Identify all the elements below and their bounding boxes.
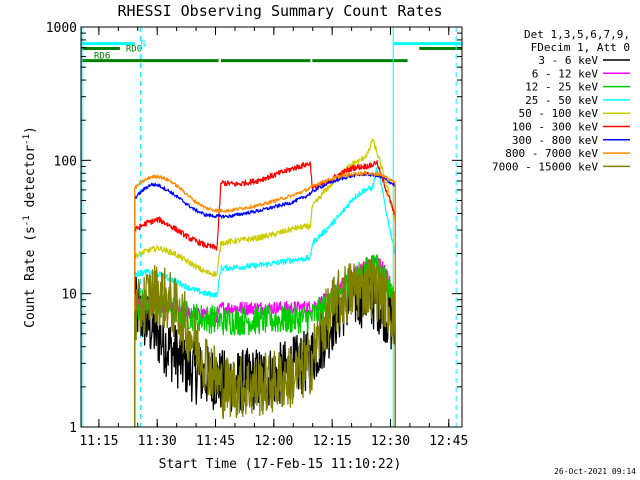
series-line-3: [134, 167, 396, 427]
legend-label-6: 300 - 800 keV: [512, 134, 598, 147]
x-tick-label-5: 12:30: [371, 434, 410, 449]
legend-label-8: 7000 - 15000 keV: [492, 160, 598, 173]
x-tick-label-4: 12:15: [313, 434, 352, 449]
y-axis-label-sup-1: -1: [22, 215, 32, 226]
x-tick-label-1: 11:30: [138, 434, 177, 449]
legend: Det 1,3,5,6,7,9, FDecim 1, Att 0 3 - 6 k…: [492, 28, 630, 173]
series-line-6: [134, 172, 396, 427]
legend-label-0: 3 - 6 keV: [538, 54, 598, 67]
y-tick-label-0: 1: [69, 421, 77, 436]
legend-header-1: Det 1,3,5,6,7,9,: [524, 28, 630, 41]
series-line-5: [134, 159, 396, 427]
data-series: [134, 138, 396, 427]
y-tick-label-1: 10: [61, 288, 77, 303]
y-axis-label-close: ): [23, 126, 38, 134]
y-axis-label-sup-2: -1: [22, 134, 32, 145]
legend-label-3: 25 - 50 keV: [525, 94, 598, 107]
render-timestamp: 26-Oct-2021 09:14: [554, 467, 636, 476]
legend-label-1: 6 - 12 keV: [532, 67, 599, 80]
y-axis-label-main: Count Rate (s: [23, 226, 38, 328]
flag-label-rd6: RD6: [94, 52, 110, 62]
y-axis-label: Count Rate (s-1 detector-1): [22, 126, 38, 328]
legend-label-7: 800 - 7000 keV: [505, 147, 598, 160]
y-tick-label-3: 1000: [46, 21, 77, 36]
series-line-4: [134, 138, 396, 427]
x-axis-ticks: 11:15 11:30 11:45 12:00 12:15 12:30 12:45: [79, 27, 468, 449]
legend-label-2: 12 - 25 keV: [525, 81, 598, 94]
flag-label-n: N: [141, 40, 146, 50]
legend-label-4: 50 - 100 keV: [519, 107, 599, 120]
chart-title: RHESSI Observing Summary Count Rates: [117, 2, 442, 20]
x-tick-label-3: 12:00: [254, 434, 293, 449]
legend-header-2: FDecim 1, Att 0: [531, 41, 630, 54]
x-axis-label: Start Time (17-Feb-15 11:10:22): [159, 457, 402, 472]
y-axis-label-tail: detector: [23, 145, 38, 216]
y-tick-label-2: 100: [54, 154, 77, 169]
flag-label-rd0: RD0: [126, 44, 142, 54]
x-tick-label-2: 11:45: [196, 434, 235, 449]
legend-label-5: 100 - 300 keV: [512, 121, 598, 134]
series-line-8: [134, 258, 396, 427]
x-tick-label-6: 12:45: [429, 434, 468, 449]
plot-frame: [80, 26, 463, 428]
series-line-7: [134, 171, 396, 427]
x-tick-label-0: 11:15: [79, 434, 118, 449]
y-axis-ticks: 1 10 100 1000: [46, 21, 462, 436]
